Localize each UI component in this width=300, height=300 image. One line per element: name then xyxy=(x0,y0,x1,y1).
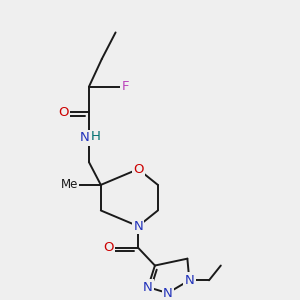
Text: N: N xyxy=(163,286,172,300)
Text: H: H xyxy=(91,130,101,143)
Text: O: O xyxy=(103,241,114,254)
Text: O: O xyxy=(58,106,69,118)
Text: F: F xyxy=(122,80,129,93)
Text: O: O xyxy=(133,163,143,176)
Text: Me: Me xyxy=(61,178,78,191)
Text: N: N xyxy=(184,274,194,287)
Text: N: N xyxy=(80,131,90,144)
Text: N: N xyxy=(143,281,153,294)
Text: N: N xyxy=(133,220,143,233)
